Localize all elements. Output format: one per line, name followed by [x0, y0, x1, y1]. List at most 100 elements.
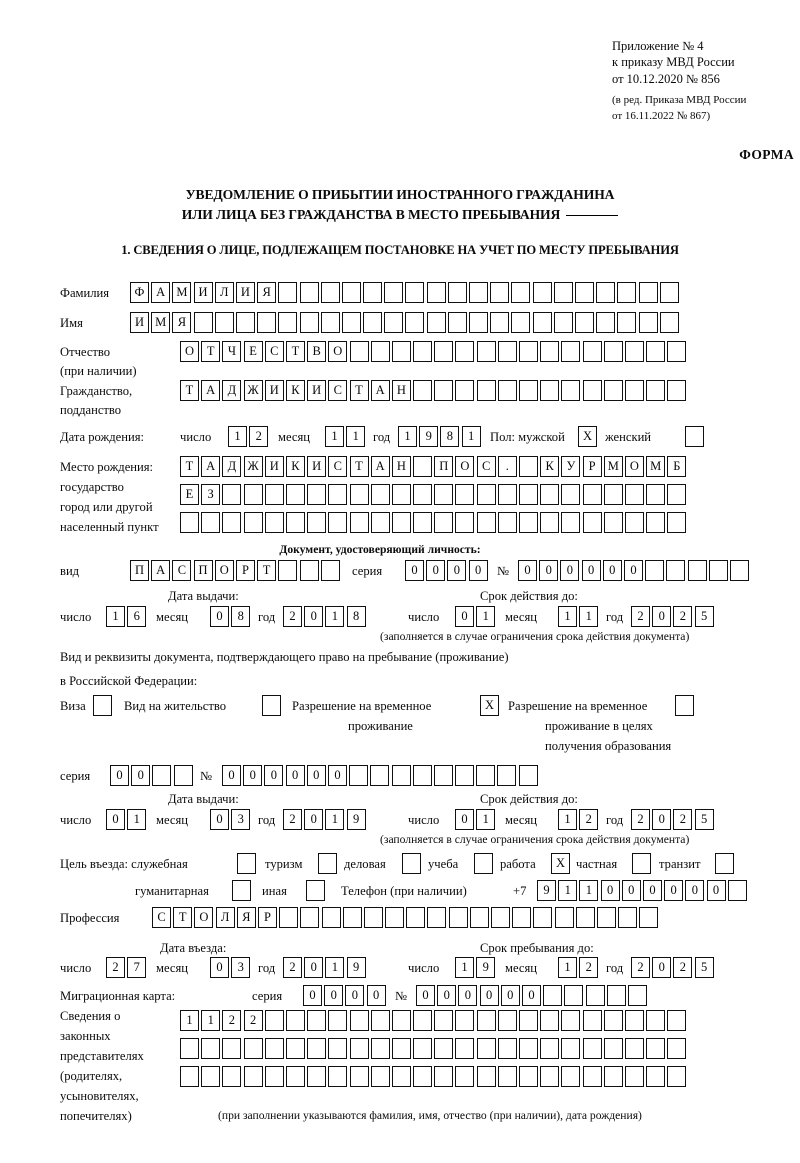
char-cell[interactable]: [434, 512, 454, 533]
char-cell[interactable]: [257, 312, 277, 333]
char-cell[interactable]: Е: [180, 484, 199, 505]
char-cell[interactable]: С: [152, 907, 171, 928]
char-cell[interactable]: 0: [518, 560, 537, 581]
char-cell[interactable]: С: [264, 341, 284, 362]
char-cell[interactable]: [455, 341, 475, 362]
char-cell[interactable]: 0: [131, 765, 151, 786]
char-cell[interactable]: [469, 907, 489, 928]
char-cell[interactable]: [497, 484, 517, 505]
char-cell[interactable]: [561, 484, 581, 505]
char-cell[interactable]: 1: [325, 957, 345, 978]
char-cell[interactable]: [708, 560, 728, 581]
char-cell[interactable]: 0: [458, 985, 478, 1006]
temp-residence-checkbox[interactable]: X: [480, 695, 499, 716]
char-cell[interactable]: [540, 484, 560, 505]
char-cell[interactable]: 5: [694, 957, 714, 978]
char-cell[interactable]: [320, 312, 340, 333]
char-cell[interactable]: 3: [231, 809, 251, 830]
char-cell[interactable]: [596, 312, 616, 333]
char-cell[interactable]: [582, 1066, 602, 1087]
char-cell[interactable]: Т: [201, 341, 221, 362]
char-cell[interactable]: 0: [304, 809, 324, 830]
char-cell[interactable]: [320, 282, 340, 303]
char-cell[interactable]: 2: [631, 809, 650, 830]
char-cell[interactable]: 0: [110, 765, 129, 786]
purpose-work-checkbox[interactable]: X: [551, 853, 570, 874]
char-cell[interactable]: [427, 907, 447, 928]
char-cell[interactable]: 0: [366, 985, 386, 1006]
char-cell[interactable]: Б: [667, 456, 687, 477]
char-cell[interactable]: [603, 380, 623, 401]
char-cell[interactable]: Ж: [243, 380, 263, 401]
char-cell[interactable]: [469, 312, 488, 333]
char-cell[interactable]: 0: [642, 880, 662, 901]
char-cell[interactable]: [243, 512, 263, 533]
char-cell[interactable]: Т: [349, 380, 369, 401]
char-cell[interactable]: [349, 765, 369, 786]
char-cell[interactable]: [519, 380, 538, 401]
char-cell[interactable]: Л: [214, 282, 234, 303]
char-cell[interactable]: [532, 312, 552, 333]
purpose-private-checkbox[interactable]: [632, 853, 651, 874]
char-cell[interactable]: 2: [283, 809, 302, 830]
sex-female-checkbox[interactable]: [685, 426, 704, 447]
char-cell[interactable]: [264, 1010, 284, 1031]
char-cell[interactable]: [540, 1010, 560, 1031]
char-cell[interactable]: [596, 907, 616, 928]
char-cell[interactable]: [666, 560, 686, 581]
char-cell[interactable]: П: [434, 456, 454, 477]
char-cell[interactable]: [667, 1038, 687, 1059]
temp-residence-edu-checkbox[interactable]: [675, 695, 694, 716]
char-cell[interactable]: Н: [391, 380, 411, 401]
char-cell[interactable]: [222, 1038, 242, 1059]
char-cell[interactable]: [561, 1038, 581, 1059]
char-cell[interactable]: 0: [521, 985, 541, 1006]
char-cell[interactable]: [434, 1038, 454, 1059]
char-cell[interactable]: [646, 484, 666, 505]
char-cell[interactable]: О: [194, 907, 214, 928]
char-cell[interactable]: [533, 907, 553, 928]
char-cell[interactable]: 0: [602, 560, 622, 581]
char-cell[interactable]: П: [130, 560, 149, 581]
char-cell[interactable]: [543, 985, 563, 1006]
char-cell[interactable]: [285, 512, 305, 533]
char-cell[interactable]: [561, 1066, 581, 1087]
char-cell[interactable]: [370, 512, 390, 533]
char-cell[interactable]: [264, 1066, 284, 1087]
char-cell[interactable]: Д: [222, 380, 242, 401]
char-cell[interactable]: [455, 484, 475, 505]
char-cell[interactable]: [385, 907, 405, 928]
char-cell[interactable]: [279, 907, 299, 928]
char-cell[interactable]: [561, 512, 581, 533]
char-cell[interactable]: П: [193, 560, 213, 581]
char-cell[interactable]: Ч: [222, 341, 242, 362]
char-cell[interactable]: [606, 985, 626, 1006]
char-cell[interactable]: [519, 512, 538, 533]
char-cell[interactable]: И: [307, 456, 327, 477]
char-cell[interactable]: А: [201, 456, 221, 477]
char-cell[interactable]: [582, 380, 602, 401]
char-cell[interactable]: 0: [623, 560, 643, 581]
char-cell[interactable]: Т: [173, 907, 193, 928]
char-cell[interactable]: [391, 484, 411, 505]
char-cell[interactable]: М: [151, 312, 171, 333]
char-cell[interactable]: [575, 907, 595, 928]
char-cell[interactable]: [406, 907, 426, 928]
char-cell[interactable]: [328, 1066, 348, 1087]
char-cell[interactable]: [405, 312, 425, 333]
char-cell[interactable]: [285, 1010, 305, 1031]
char-cell[interactable]: [180, 512, 199, 533]
char-cell[interactable]: Ф: [130, 282, 149, 303]
char-cell[interactable]: [307, 1038, 327, 1059]
char-cell[interactable]: 1: [476, 809, 496, 830]
